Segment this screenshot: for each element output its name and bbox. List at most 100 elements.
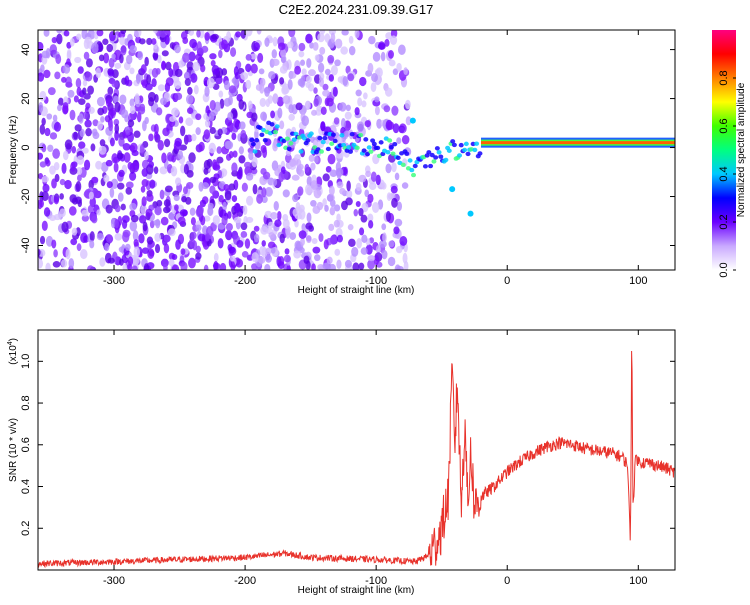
spectrogram-noise-cell xyxy=(247,147,255,154)
spectrogram-noise-cell xyxy=(52,261,61,268)
spectrogram-noise-cell xyxy=(212,161,220,170)
spectrogram-noise-cell xyxy=(354,30,360,39)
spectrogram-noise-cell xyxy=(110,217,116,229)
spectrogram-noise-cell xyxy=(258,256,266,264)
spectrogram-noise-cell xyxy=(256,30,262,35)
spectrogram-noise-cell xyxy=(133,246,140,258)
spectrogram-signal-cell xyxy=(366,145,372,150)
spectrogram-noise-cell xyxy=(340,46,348,55)
spectrogram-noise-cell xyxy=(164,185,173,193)
spectrogram-noise-cell xyxy=(207,202,214,210)
spectrogram-noise-cell xyxy=(125,129,131,136)
spectrogram-noise-cell xyxy=(164,34,170,45)
spectrogram-noise-cell xyxy=(361,202,369,213)
spectrogram-noise-cell xyxy=(329,206,336,216)
spectrogram-noise-cell xyxy=(192,61,200,72)
spectrogram-noise-cell xyxy=(151,38,157,45)
spectrogram-noise-cell xyxy=(265,98,271,108)
spectrogram-noise-cell xyxy=(113,162,119,173)
spectrogram-noise-cell xyxy=(88,106,95,114)
spectrogram-noise-cell xyxy=(131,149,139,157)
spectrogram-noise-cell xyxy=(397,44,406,56)
spectrogram-noise-cell xyxy=(258,68,265,75)
spectrogram-signal-cell xyxy=(269,122,275,127)
spectrogram-noise-cell xyxy=(154,232,162,243)
spectrogram-noise-cell xyxy=(174,92,183,101)
spectrogram-noise-cell xyxy=(139,103,146,112)
spectrogram-signal-cell xyxy=(438,154,444,159)
spectrogram-noise-cell xyxy=(98,54,105,62)
spectrogram-signal-cell xyxy=(375,145,381,151)
spectrogram-noise-cell xyxy=(219,262,227,270)
spectrogram-noise-cell xyxy=(187,86,193,95)
spectrogram-noise-cell xyxy=(184,78,191,87)
spectrogram-noise-cell xyxy=(105,98,112,107)
spectrogram-noise-cell xyxy=(268,232,275,239)
spectrogram-noise-cell xyxy=(185,134,193,143)
spectrogram-noise-cell xyxy=(388,59,396,67)
spectrogram-noise-cell xyxy=(75,227,81,237)
spectrogram-noise-cell xyxy=(248,151,254,161)
spectrogram-signal-cell xyxy=(414,159,420,165)
spectrogram-noise-cell xyxy=(293,250,302,259)
spectrogram-noise-cell xyxy=(98,145,107,155)
spectrogram-noise-cell xyxy=(87,204,94,214)
spectrogram-noise-cell xyxy=(144,56,149,67)
spectrogram-noise-cell xyxy=(180,31,188,40)
spectrogram-noise-cell xyxy=(245,79,252,90)
spectrogram-noise-cell xyxy=(163,199,171,208)
spectrogram-noise-cell xyxy=(312,42,319,51)
spectrogram-noise-cell xyxy=(334,248,341,256)
spectrogram-noise-cell xyxy=(125,181,134,189)
spectrogram-noise-cell xyxy=(390,185,398,194)
spectrogram-noise-cell xyxy=(376,118,383,129)
spectrogram-noise-cell xyxy=(203,264,209,270)
spectrogram-noise-cell xyxy=(39,161,47,168)
spectrogram-noise-cell xyxy=(223,80,231,91)
spectrogram-noise-cell xyxy=(216,156,224,164)
spectrogram-noise-cell xyxy=(108,122,114,132)
spectrogram-noise-cell xyxy=(201,182,210,190)
spectrogram-noise-cell xyxy=(171,253,178,260)
spectrogram-noise-cell xyxy=(53,121,62,132)
spectrogram-noise-cell xyxy=(177,150,184,160)
spectrogram-noise-cell xyxy=(252,184,258,195)
spectrogram-noise-cell xyxy=(348,238,356,247)
spectrogram-noise-cell xyxy=(120,203,126,211)
spectrogram-signal-cell xyxy=(249,137,255,143)
spectrogram-noise-cell xyxy=(41,175,49,183)
spectrogram-noise-cell xyxy=(282,189,290,198)
spectrogram-noise-cell xyxy=(84,71,93,82)
spectrogram-noise-cell xyxy=(324,33,331,43)
spectrogram-noise-cell xyxy=(152,52,159,61)
spectrogram-noise-cell xyxy=(174,137,182,147)
spectrogram-noise-cell xyxy=(78,98,86,105)
spectrogram-noise-cell xyxy=(281,85,289,95)
spectrogram-noise-cell xyxy=(356,121,365,133)
spectrogram-noise-cell xyxy=(297,186,304,196)
spectrogram-noise-cell xyxy=(103,174,110,183)
spectrogram-signal-cell xyxy=(361,148,367,153)
spectrogram-noise-cell xyxy=(174,204,179,211)
spectrogram-noise-cell xyxy=(77,66,84,74)
spectrogram-noise-cell xyxy=(188,257,196,269)
spectrogram-blob xyxy=(409,117,416,124)
spectrogram-noise-cell xyxy=(56,33,63,45)
spectrogram-noise-cell xyxy=(162,127,170,137)
spectrogram-noise-cell xyxy=(245,30,253,37)
spectrogram-noise-cell xyxy=(234,71,240,80)
spectrogram-noise-cell xyxy=(323,239,329,250)
figure-title: C2E2.2024.231.09.39.G17 xyxy=(279,2,434,17)
x-tick-label: -300 xyxy=(103,575,125,587)
spectrogram-noise-cell xyxy=(143,263,150,270)
spectrogram-noise-cell xyxy=(38,172,43,180)
spectrogram-noise-cell xyxy=(361,100,367,108)
spectrogram-noise-cell xyxy=(38,248,41,257)
spectrogram-noise-cell xyxy=(180,261,188,270)
spectrogram-noise-cell xyxy=(189,237,196,248)
spectrogram-noise-cell xyxy=(233,202,241,214)
spectrogram-noise-cell xyxy=(329,169,338,178)
spectrogram-noise-cell xyxy=(272,140,278,152)
y-tick-label: 0.2 xyxy=(20,521,32,536)
spectrogram-signal-cell xyxy=(330,132,336,137)
